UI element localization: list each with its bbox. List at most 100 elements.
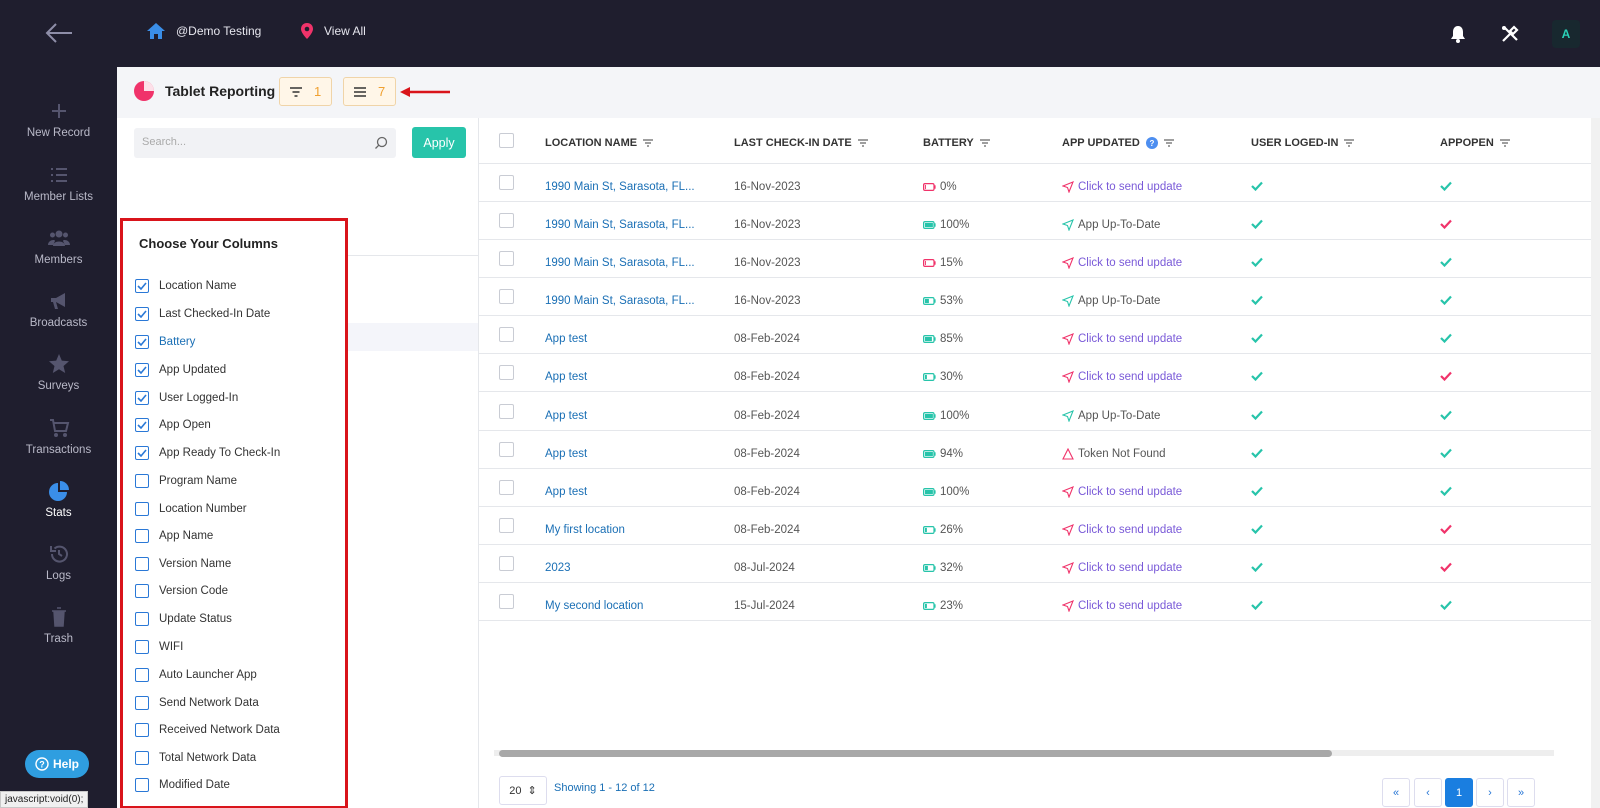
cell-location[interactable]: App test	[545, 410, 587, 422]
vertical-scrollbar[interactable]	[1591, 118, 1600, 808]
checkbox-checked[interactable]	[135, 363, 149, 377]
cell-location[interactable]: 2023	[545, 562, 571, 574]
filter-icon[interactable]	[643, 139, 654, 147]
apply-button[interactable]: Apply	[412, 127, 466, 158]
cell-app-updated[interactable]: Click to send update	[1062, 486, 1182, 498]
update-status[interactable]: Click to send update	[1078, 524, 1183, 536]
sidebar-item-transactions[interactable]: Transactions	[0, 417, 117, 477]
location-link[interactable]: App test	[545, 410, 588, 422]
row-checkbox[interactable]	[499, 442, 514, 457]
filter-icon[interactable]	[857, 139, 868, 147]
row-checkbox[interactable]	[499, 556, 514, 571]
column-option[interactable]: Version Name	[135, 554, 231, 574]
breadcrumb-org[interactable]: @Demo Testing	[146, 22, 261, 40]
checkbox-unchecked[interactable]	[135, 778, 149, 792]
update-status[interactable]: Click to send update	[1078, 562, 1183, 574]
sidebar-item-member-lists[interactable]: Member Lists	[0, 164, 117, 224]
column-option[interactable]: App Ready To Check-In	[135, 443, 280, 463]
checkbox-unchecked[interactable]	[135, 502, 149, 516]
filter-badge[interactable]: 1	[279, 77, 333, 106]
filter-icon[interactable]	[1499, 139, 1510, 147]
location-link[interactable]: My first location	[545, 524, 625, 536]
help-button[interactable]: ? Help	[25, 750, 89, 778]
row-checkbox[interactable]	[499, 327, 514, 342]
checkbox-unchecked[interactable]	[135, 529, 149, 543]
row-checkbox[interactable]	[499, 175, 514, 190]
column-option[interactable]: Auto Launcher App	[135, 665, 257, 685]
update-status[interactable]: Click to send update	[1078, 486, 1183, 498]
filter-icon[interactable]	[1163, 139, 1174, 147]
update-status[interactable]: Click to send update	[1078, 600, 1183, 612]
row-checkbox[interactable]	[499, 594, 514, 609]
checkbox-unchecked[interactable]	[135, 696, 149, 710]
column-option[interactable]: Location Number	[135, 499, 247, 519]
location-link[interactable]: 1990 Main St, Sarasota, FL...	[545, 219, 695, 231]
cell-location[interactable]: 1990 Main St, Sarasota, FL...	[545, 257, 695, 269]
column-option[interactable]: WIFI	[135, 637, 183, 657]
checkbox-unchecked[interactable]	[135, 751, 149, 765]
cell-location[interactable]: App test	[545, 371, 587, 383]
info-icon[interactable]: ?	[1145, 137, 1158, 149]
location-link[interactable]: 1990 Main St, Sarasota, FL...	[545, 295, 695, 307]
checkbox-checked[interactable]	[135, 391, 149, 405]
cell-app-updated[interactable]: Click to send update	[1062, 333, 1182, 345]
location-link[interactable]: 1990 Main St, Sarasota, FL...	[545, 181, 695, 193]
filter-icon[interactable]	[979, 139, 990, 147]
sidebar-item-trash[interactable]: Trash	[0, 606, 117, 666]
location-link[interactable]: 1990 Main St, Sarasota, FL...	[545, 257, 695, 269]
column-option[interactable]: App Name	[135, 526, 213, 546]
update-status[interactable]: Click to send update	[1078, 333, 1183, 345]
cell-location[interactable]: My first location	[545, 524, 625, 536]
location-link[interactable]: App test	[545, 448, 588, 460]
checkbox-checked[interactable]	[135, 418, 149, 432]
checkbox-checked[interactable]	[135, 279, 149, 293]
column-option[interactable]: Program Name	[135, 471, 237, 491]
column-header-battery[interactable]: BATTERY	[923, 137, 990, 149]
update-status[interactable]: Click to send update	[1078, 181, 1183, 193]
location-link[interactable]: App test	[545, 333, 588, 345]
checkbox-unchecked[interactable]	[135, 640, 149, 654]
select-all-checkbox[interactable]	[499, 133, 514, 148]
cell-app-updated[interactable]: Click to send update	[1062, 257, 1182, 269]
column-option[interactable]: User Logged-In	[135, 388, 238, 408]
checkbox-unchecked[interactable]	[135, 612, 149, 626]
checkbox-unchecked[interactable]	[135, 474, 149, 488]
prev-page-button[interactable]: ‹	[1414, 778, 1442, 807]
update-status[interactable]: Click to send update	[1078, 257, 1183, 269]
tools-icon[interactable]	[1500, 24, 1520, 44]
avatar[interactable]: A	[1552, 19, 1580, 48]
row-checkbox[interactable]	[499, 213, 514, 228]
cell-location[interactable]: App test	[545, 486, 587, 498]
checkbox-unchecked[interactable]	[135, 723, 149, 737]
column-option[interactable]: Version Code	[135, 581, 228, 601]
cell-location[interactable]: My second location	[545, 600, 643, 612]
page-size-select[interactable]: 20 ⇕	[499, 776, 547, 805]
bell-icon[interactable]	[1448, 24, 1468, 44]
sidebar-item-surveys[interactable]: Surveys	[0, 353, 117, 413]
location-link[interactable]: My second location	[545, 600, 644, 612]
sidebar-item-members[interactable]: Members	[0, 227, 117, 287]
next-page-button[interactable]: ›	[1476, 778, 1504, 807]
cell-app-updated[interactable]: Click to send update	[1062, 524, 1182, 536]
cell-location[interactable]: 1990 Main St, Sarasota, FL...	[545, 219, 695, 231]
cell-app-updated[interactable]: Click to send update	[1062, 371, 1182, 383]
column-header-user-logged-in[interactable]: USER LOGED-IN	[1251, 137, 1355, 149]
row-checkbox[interactable]	[499, 251, 514, 266]
cell-location[interactable]: 1990 Main St, Sarasota, FL...	[545, 181, 695, 193]
horizontal-scrollbar[interactable]	[499, 750, 1332, 757]
column-header-app-updated[interactable]: APP UPDATED?	[1062, 137, 1174, 149]
column-option[interactable]: Total Network Data	[135, 748, 256, 768]
checkbox-checked[interactable]	[135, 307, 149, 321]
cell-app-updated[interactable]: Click to send update	[1062, 181, 1182, 193]
column-option[interactable]: Modified Date	[135, 775, 230, 795]
row-checkbox[interactable]	[499, 404, 514, 419]
cell-location[interactable]: App test	[545, 448, 587, 460]
row-checkbox[interactable]	[499, 289, 514, 304]
row-checkbox[interactable]	[499, 518, 514, 533]
column-option[interactable]: Last Checked-In Date	[135, 304, 270, 324]
first-page-button[interactable]: «	[1382, 778, 1410, 807]
cell-location[interactable]: App test	[545, 333, 587, 345]
column-option[interactable]: Update Status	[135, 609, 232, 629]
update-status[interactable]: Click to send update	[1078, 371, 1183, 383]
columns-badge[interactable]: 7	[343, 77, 397, 106]
